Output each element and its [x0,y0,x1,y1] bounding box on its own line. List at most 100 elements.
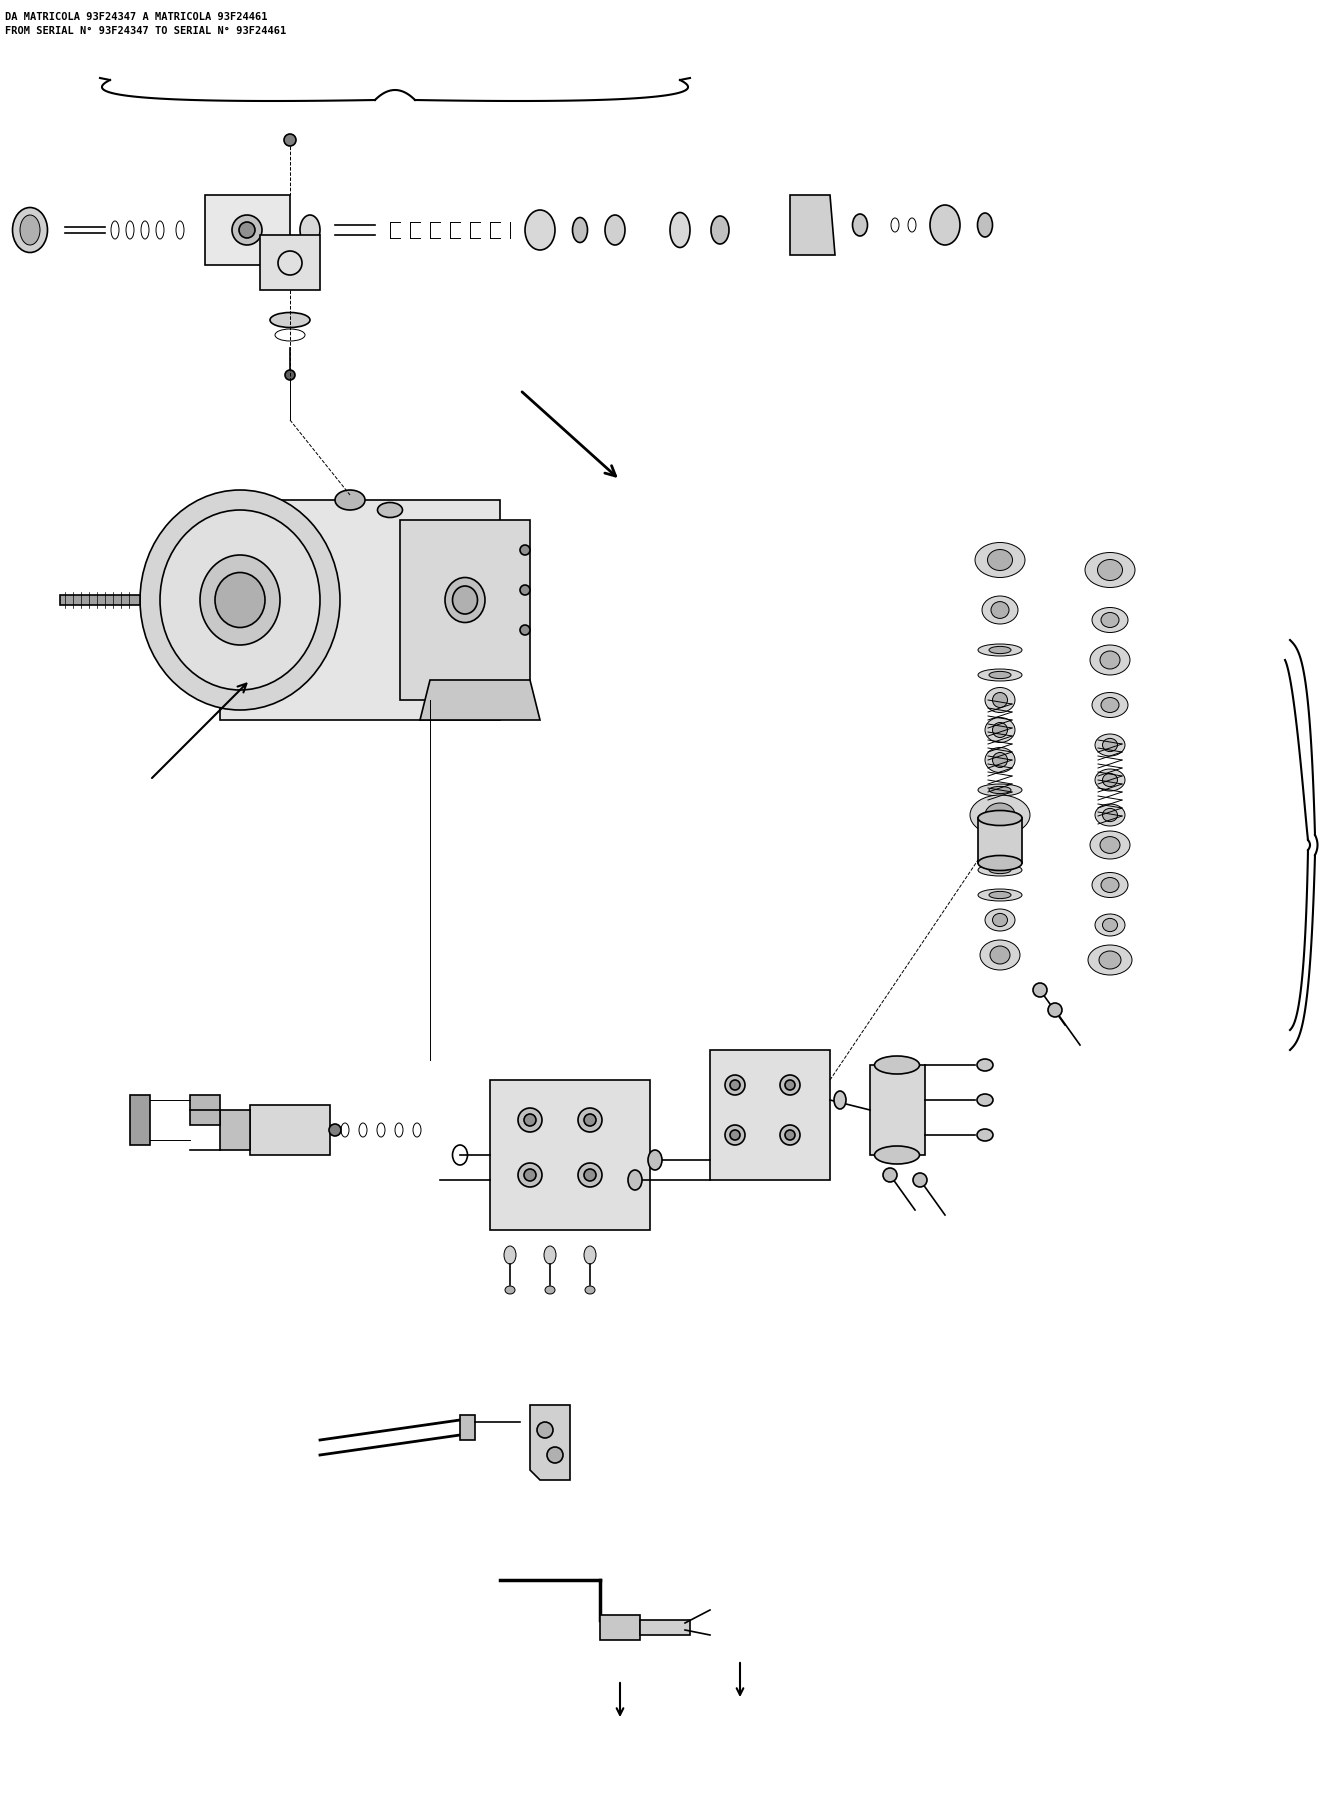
Circle shape [239,221,255,237]
Bar [977,818,1023,863]
Circle shape [584,1169,596,1181]
Circle shape [725,1126,745,1145]
Circle shape [883,1169,896,1181]
Ellipse shape [969,795,1031,834]
Ellipse shape [1101,613,1120,628]
Ellipse shape [992,692,1008,707]
Ellipse shape [1102,773,1117,786]
Circle shape [1033,984,1046,998]
Ellipse shape [572,218,587,243]
Ellipse shape [1102,739,1117,752]
Ellipse shape [300,216,320,245]
Bar [220,1109,250,1151]
Ellipse shape [1085,552,1135,588]
Ellipse shape [505,1246,517,1264]
Bar [250,1106,329,1154]
Ellipse shape [989,946,1011,964]
Polygon shape [60,595,139,604]
Ellipse shape [1101,698,1120,712]
Ellipse shape [985,804,1015,827]
Ellipse shape [989,671,1011,678]
Circle shape [785,1129,795,1140]
Ellipse shape [977,1093,993,1106]
Ellipse shape [985,717,1015,743]
Ellipse shape [270,313,309,327]
Ellipse shape [1092,608,1127,633]
Ellipse shape [377,502,402,518]
Text: FROM SERIAL N° 93F24347 TO SERIAL N° 93F24461: FROM SERIAL N° 93F24347 TO SERIAL N° 93F… [5,25,287,36]
Ellipse shape [139,491,340,710]
Ellipse shape [992,723,1008,737]
Ellipse shape [1100,836,1120,854]
Ellipse shape [1096,913,1125,937]
Ellipse shape [525,210,555,250]
Ellipse shape [606,216,625,245]
Ellipse shape [12,207,48,252]
Ellipse shape [1096,770,1125,791]
Circle shape [578,1108,602,1133]
Ellipse shape [1096,734,1125,755]
Circle shape [584,1115,596,1126]
Circle shape [521,584,530,595]
Ellipse shape [977,856,1023,870]
Ellipse shape [1090,645,1130,674]
Circle shape [284,135,296,146]
Circle shape [914,1172,927,1187]
Circle shape [547,1447,563,1464]
Ellipse shape [1096,804,1125,825]
Ellipse shape [975,543,1025,577]
Ellipse shape [586,1286,595,1295]
Ellipse shape [992,913,1008,926]
Circle shape [232,216,262,245]
Ellipse shape [875,1055,919,1073]
Ellipse shape [1088,946,1131,975]
Circle shape [725,1075,745,1095]
Bar [490,1081,649,1230]
Ellipse shape [977,888,1023,901]
Ellipse shape [989,892,1011,899]
Ellipse shape [710,216,729,245]
Circle shape [525,1115,537,1126]
Polygon shape [530,1404,570,1480]
Polygon shape [790,194,835,255]
Ellipse shape [1102,919,1117,931]
Ellipse shape [1090,831,1130,859]
Circle shape [730,1129,740,1140]
Polygon shape [420,680,540,719]
Ellipse shape [989,647,1011,654]
Ellipse shape [671,212,691,248]
Bar [459,1415,475,1440]
Bar [400,520,530,699]
Ellipse shape [875,1145,919,1163]
Circle shape [521,626,530,635]
Circle shape [286,370,295,379]
Ellipse shape [648,1151,661,1170]
Ellipse shape [988,550,1012,570]
Ellipse shape [977,1129,993,1142]
Circle shape [780,1075,799,1095]
Circle shape [518,1163,542,1187]
Ellipse shape [977,669,1023,681]
Circle shape [730,1081,740,1090]
Ellipse shape [992,753,1008,768]
Ellipse shape [981,595,1019,624]
Ellipse shape [1092,872,1127,897]
Ellipse shape [991,602,1009,619]
Bar [130,1095,150,1145]
Ellipse shape [453,586,478,613]
Ellipse shape [853,214,867,236]
Ellipse shape [1097,559,1122,581]
Ellipse shape [159,511,320,690]
Ellipse shape [977,1059,993,1072]
Circle shape [785,1081,795,1090]
Bar [600,1615,640,1640]
Ellipse shape [445,577,485,622]
Circle shape [578,1163,602,1187]
Ellipse shape [977,644,1023,656]
Ellipse shape [20,216,40,245]
Ellipse shape [980,940,1020,969]
Ellipse shape [977,865,1023,876]
Ellipse shape [335,491,365,511]
Ellipse shape [201,556,280,645]
Ellipse shape [985,687,1015,712]
